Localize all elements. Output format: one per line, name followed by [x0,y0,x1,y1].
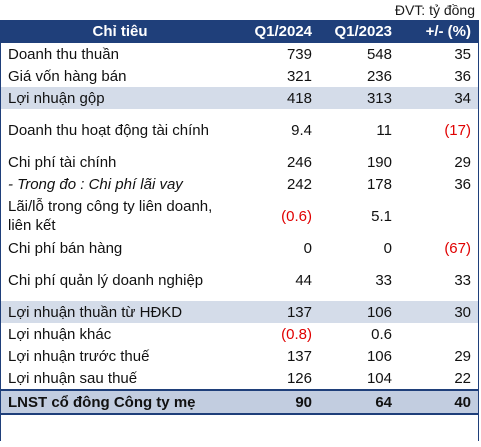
value-q1-2024: 242 [286,175,312,193]
value-q1-2024: 418 [240,87,320,109]
row-label: Lãi/lỗ trong công ty liên doanh, liên kế… [8,198,213,234]
table-row: Chi phí bán hàng 0 0 (67) [0,237,479,259]
table-row: Lợi nhuận khác (0.8) 0.6 [0,323,479,345]
header-row: Chỉ tiêu Q1/2024 Q1/2023 +/- (%) [0,20,479,43]
table-row: Chi phí quản lý doanh nghiệp 44 33 33 [0,259,479,301]
value-q1-2024: 137 [286,347,312,365]
table-row-highlight: Lợi nhuận thuần từ HĐKD 137 106 30 [0,301,479,323]
value-q1-2024: 246 [286,153,312,171]
unit-label: ĐVT: tỷ đồng [394,2,475,18]
row-label: Chi phí quản lý doanh nghiệp [8,271,204,289]
header-q1-2023: Q1/2023 [320,20,400,43]
row-label: Lợi nhuận sau thuế [8,369,138,387]
value-q1-2024: 137 [240,301,320,323]
row-label: Chi phí tài chính [8,153,117,171]
value-q1-2023: 190 [366,153,392,171]
value-q1-2023: 548 [320,42,400,65]
value-change: 29 [454,347,471,365]
table-row: Doanh thu thuần 739 548 35 [0,42,479,65]
header-indicator: Chỉ tiêu [0,20,240,43]
row-label: Lợi nhuận khác [8,325,112,343]
table-row-highlight: Lợi nhuận gộp 418 313 34 [0,87,479,109]
value-q1-2024: (0.6) [281,207,312,225]
row-label: Chi phí bán hàng [8,239,123,257]
table-row: Lãi/lỗ trong công ty liên doanh, liên kế… [0,195,479,237]
row-label: Doanh thu hoạt động tài chính [8,121,209,139]
value-q1-2023: 5.1 [371,207,392,225]
value-q1-2023: 106 [320,301,400,323]
value-q1-2024: 321 [286,67,312,85]
value-q1-2023: 236 [366,67,392,85]
value-change: 36 [454,67,471,85]
value-q1-2024: 90 [240,389,320,415]
value-change: 35 [400,42,479,65]
value-q1-2024: 739 [240,42,320,65]
value-change: 36 [454,175,471,193]
value-q1-2024: 9.4 [291,121,312,139]
value-q1-2024: 44 [295,271,312,289]
value-q1-2023: 106 [366,347,392,365]
value-change: 22 [454,369,471,387]
value-q1-2023: 313 [320,87,400,109]
value-q1-2023: 33 [375,271,392,289]
value-change [400,323,479,345]
table-row-total: LNST cổ đông Công ty mẹ 90 64 40 [0,389,479,415]
value-change [400,195,479,237]
table-row: Chi phí tài chính 246 190 29 [0,151,479,173]
header-q1-2024: Q1/2024 [240,20,320,43]
value-change: 34 [400,87,479,109]
value-q1-2023: 0 [383,239,392,257]
income-statement-table: Chỉ tiêu Q1/2024 Q1/2023 +/- (%) Doanh t… [0,20,479,415]
table-row: Doanh thu hoạt động tài chính 9.4 11 (17… [0,109,479,151]
row-label: Giá vốn hàng bán [8,67,127,85]
value-change: (67) [444,239,471,257]
value-change: (17) [444,121,471,139]
table-row: Lợi nhuận sau thuế 126 104 22 [0,367,479,390]
value-q1-2024: 126 [286,369,312,387]
value-q1-2023: 104 [366,369,392,387]
value-q1-2024: (0.8) [281,325,312,343]
row-label: Lợi nhuận trước thuế [8,347,150,365]
value-change: 40 [400,389,479,415]
value-q1-2023: 178 [366,175,392,193]
value-change: 33 [454,271,471,289]
value-q1-2023: 64 [320,389,400,415]
value-change: 30 [400,301,479,323]
value-q1-2023: 0.6 [371,325,392,343]
value-q1-2023: 11 [376,121,392,139]
value-change: 29 [454,153,471,171]
row-label: Lợi nhuận gộp [0,87,240,109]
table-row: - Trong đo : Chi phí lãi vay 242 178 36 [0,173,479,195]
row-label: Lợi nhuận thuần từ HĐKD [0,301,240,323]
header-change-pct: +/- (%) [400,20,479,43]
row-label: LNST cổ đông Công ty mẹ [0,389,240,415]
row-label: Doanh thu thuần [0,42,240,65]
row-label: - Trong đo : Chi phí lãi vay [8,175,183,193]
table-row: Giá vốn hàng bán 321 236 36 [0,65,479,87]
value-q1-2024: 0 [303,239,312,257]
table-row: Lợi nhuận trước thuế 137 106 29 [0,345,479,367]
